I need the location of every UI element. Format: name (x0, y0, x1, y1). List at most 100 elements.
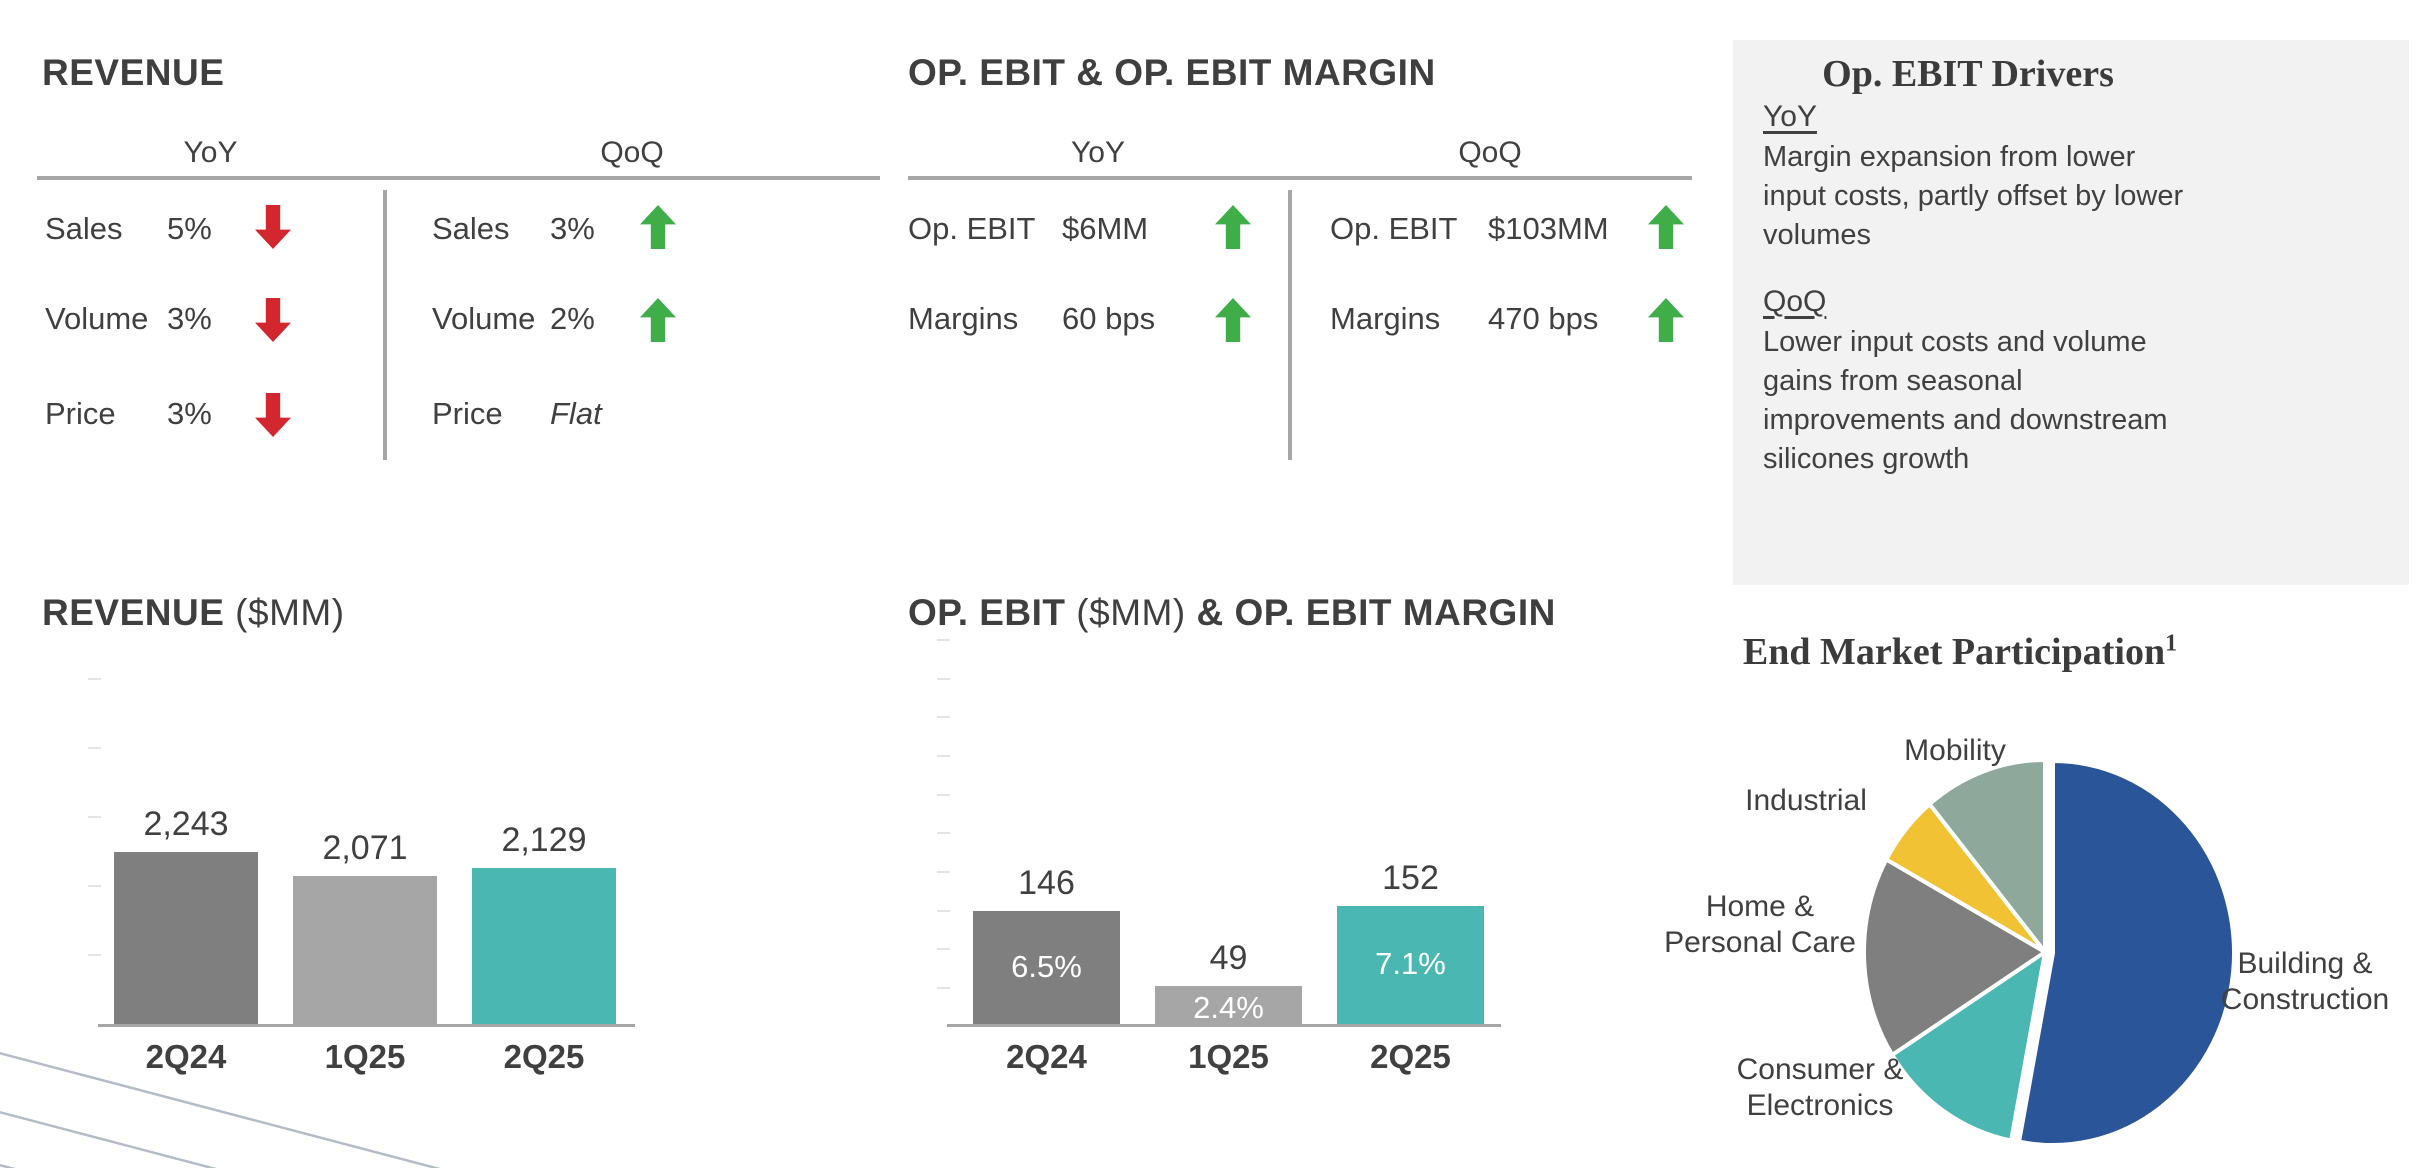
bar-margin-label: 6.5% (1011, 948, 1082, 984)
trend-arrow-icon (1215, 205, 1251, 249)
trend-arrow-icon (640, 205, 676, 249)
pie-label-home-personal-care: Home & Personal Care (1664, 890, 1856, 959)
revenue-x-axis (98, 1024, 635, 1027)
bar-value-label: 2,071 (322, 829, 408, 867)
end-market-pie (1862, 758, 2236, 1147)
y-axis-tick (88, 816, 101, 818)
metric-value: 60 bps (1062, 301, 1156, 336)
ebit-qoq-header: QoQ (1458, 136, 1522, 169)
revenue-qoq-header: QoQ (600, 136, 664, 169)
metric-label: Sales (432, 211, 510, 246)
pie-slice-building-construction (2017, 759, 2236, 1147)
pie-label-industrial: Industrial (1745, 784, 1867, 817)
y-axis-tick (937, 832, 950, 834)
bar-2Q24 (114, 852, 258, 1024)
trend-arrow-icon (255, 205, 291, 249)
ebit-header-rule (908, 176, 1692, 180)
title-regular: ($MM) (224, 592, 345, 633)
y-axis-tick (937, 910, 950, 912)
pie-label-mobility: Mobility (1904, 734, 2006, 767)
trend-arrow-icon (255, 393, 291, 437)
pie-label-consumer-electronics: Consumer & Electronics (1736, 1053, 1904, 1122)
title-bold: & OP. EBIT MARGIN (1196, 592, 1556, 633)
x-axis-label: 2Q25 (503, 1038, 585, 1075)
trend-arrow-icon (1648, 298, 1684, 342)
drivers-yoy-heading: YoY (1763, 100, 1817, 133)
drivers-qoq-text: Lower input costs and volume gains from … (1763, 326, 2168, 475)
title-regular: ($MM) (1065, 592, 1197, 633)
y-axis-tick (937, 871, 950, 873)
bar-value-label: 2,129 (501, 821, 587, 859)
y-axis-tick (88, 954, 101, 956)
ebit-section-title: OP. EBIT & OP. EBIT MARGIN (908, 52, 1436, 93)
y-axis-tick (937, 678, 950, 680)
revenue-section-title: REVENUE (42, 52, 225, 93)
metric-label: Price (45, 396, 116, 431)
ebit-yoy-header: YoY (1071, 136, 1125, 169)
title-bold: REVENUE (42, 592, 225, 633)
trend-arrow-icon (1648, 205, 1684, 249)
bar-value-label: 49 (1209, 939, 1248, 977)
title-superscript: 1 (2165, 630, 2178, 657)
metric-value: $103MM (1488, 211, 1609, 246)
y-axis-tick (937, 755, 950, 757)
metric-label: Op. EBIT (1330, 211, 1458, 246)
bar-margin-label: 2.4% (1193, 990, 1264, 1025)
bar-2Q25 (472, 868, 616, 1024)
y-axis-tick (88, 678, 101, 680)
decorative-corner-lines (0, 1051, 441, 1168)
bar-value-label: 2,243 (143, 805, 229, 843)
y-axis-tick (937, 948, 950, 950)
y-axis-tick (88, 885, 101, 887)
bar-1Q25 (293, 876, 437, 1024)
revenue-header-rule (37, 176, 880, 180)
metric-label: Price (432, 396, 503, 431)
x-axis-label: 1Q25 (324, 1038, 406, 1075)
bar-1Q25 (1155, 986, 1302, 1024)
metric-label: Sales (45, 211, 123, 246)
trend-arrow-icon (640, 298, 676, 342)
ebit-drivers-callout: Op. EBIT Drivers YoY Margin expansion fr… (1733, 40, 2409, 585)
metric-label: Volume (432, 301, 536, 336)
pie-slice-consumer-electronics (1890, 950, 2047, 1143)
y-axis-tick (88, 747, 101, 749)
drivers-qoq-heading: QoQ (1763, 285, 1827, 318)
pie-label-building-construction: Building & Construction (2220, 947, 2390, 1016)
revenue-chart-title: REVENUE ($MM) (42, 592, 345, 634)
metric-value: 3% (550, 211, 595, 246)
bar-margin-label: 7.1% (1375, 946, 1446, 981)
metric-value: 2% (550, 301, 595, 336)
bar-value-label: 152 (1382, 859, 1439, 897)
metric-label: Volume (45, 301, 149, 336)
metric-value: 5% (167, 211, 212, 246)
metric-value: 3% (167, 301, 212, 336)
x-axis-label: 2Q24 (1006, 1038, 1087, 1075)
x-axis-label: 2Q25 (1370, 1038, 1451, 1075)
bar-2Q24 (973, 911, 1120, 1024)
metric-value: 3% (167, 396, 212, 431)
y-axis-tick (937, 716, 950, 718)
bar-2Q25 (1337, 906, 1484, 1024)
pie-chart-title: End Market Participation1 (1700, 630, 2220, 674)
y-axis-tick (937, 639, 950, 641)
ebit-chart-title: OP. EBIT ($MM) & OP. EBIT MARGIN (908, 592, 1556, 634)
bar-value-label: 146 (1018, 864, 1075, 902)
ebit-x-axis (947, 1024, 1501, 1027)
metric-value: $6MM (1062, 211, 1149, 246)
trend-arrow-icon (1215, 298, 1251, 342)
revenue-yoy-header: YoY (183, 136, 238, 169)
drivers-yoy-text: Margin expansion from lower input costs,… (1763, 141, 2184, 251)
metric-label: Op. EBIT (908, 211, 1036, 246)
y-axis-tick (937, 794, 950, 796)
metric-value: Flat (550, 396, 602, 431)
x-axis-label: 2Q24 (145, 1038, 227, 1075)
metric-value: 470 bps (1488, 301, 1599, 336)
revenue-column-divider (383, 190, 387, 460)
pie-slice-mobility (1927, 758, 2047, 954)
trend-arrow-icon (255, 298, 291, 342)
title-bold: OP. EBIT (908, 592, 1066, 633)
title-text: End Market Participation (1742, 631, 2166, 673)
metric-label: Margins (1330, 301, 1441, 336)
drivers-title: Op. EBIT Drivers (1822, 53, 2114, 95)
